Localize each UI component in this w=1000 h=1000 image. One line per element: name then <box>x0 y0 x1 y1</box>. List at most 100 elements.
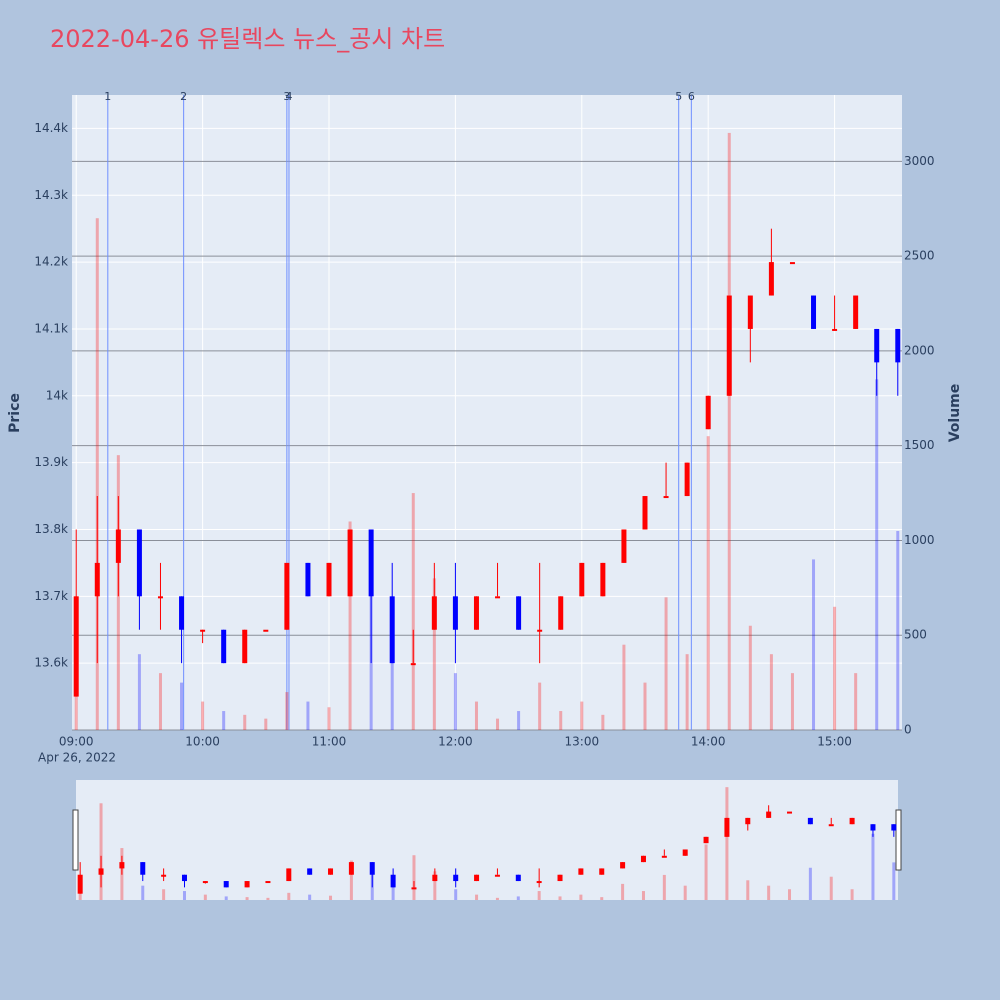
candle-body <box>431 596 437 630</box>
chart-title: 2022-04-26 유틸렉스 뉴스_공시 차트 <box>50 25 445 53</box>
volume-bar <box>285 692 289 730</box>
volume-bar <box>348 521 352 730</box>
candle-body <box>579 562 585 597</box>
volume-bar <box>141 885 145 900</box>
volume-bar <box>432 578 436 730</box>
volume-bar <box>727 132 731 730</box>
y2-axis-title: Volume <box>947 384 963 443</box>
y2-tick-label: 3000 <box>904 154 935 168</box>
x-tick-label: 15:00 <box>817 735 852 749</box>
candle-body <box>157 596 163 599</box>
y-tick-label: 14.2k <box>34 255 68 269</box>
volume-bar <box>495 897 499 900</box>
candle-body <box>263 629 269 632</box>
candle-body <box>515 874 521 882</box>
candle-body <box>536 881 542 884</box>
volume-bar <box>641 891 645 900</box>
y-tick-label: 13.9k <box>34 455 68 469</box>
candle-body <box>179 596 185 630</box>
news-label: 3 <box>283 90 290 103</box>
candle-body <box>202 881 208 884</box>
volume-bar <box>829 876 833 900</box>
volume-bar <box>748 625 752 730</box>
candle-body <box>807 817 813 825</box>
volume-bar <box>685 654 689 730</box>
date-label: Apr 26, 2022 <box>38 751 116 765</box>
candle-body <box>348 862 354 875</box>
candle-body <box>265 881 271 884</box>
volume-bar <box>558 896 562 900</box>
y-tick-label: 13.7k <box>34 589 68 603</box>
candle-body <box>221 629 227 664</box>
candle-body <box>703 836 709 844</box>
volume-bar <box>769 654 773 730</box>
candle-body <box>244 881 250 888</box>
volume-bar <box>201 701 205 730</box>
candle-body <box>326 562 332 597</box>
volume-bar <box>137 654 141 730</box>
volume-bar <box>180 682 184 730</box>
range-handle[interactable] <box>72 809 79 871</box>
candle-body <box>516 596 522 630</box>
y-tick-label: 14.4k <box>34 121 68 135</box>
volume-bar <box>308 894 312 900</box>
volume-bar <box>453 673 457 730</box>
volume-bar <box>808 867 812 900</box>
candle-body <box>640 855 646 863</box>
news-label: 5 <box>675 90 682 103</box>
candle-body <box>200 629 206 632</box>
volume-bar <box>850 889 854 900</box>
volume-bar <box>725 787 729 900</box>
news-label: 6 <box>688 90 695 103</box>
volume-bar <box>854 673 858 730</box>
volume-bar <box>790 673 794 730</box>
candle-body <box>284 562 290 630</box>
volume-bar <box>896 530 900 730</box>
x-tick-label: 14:00 <box>691 735 726 749</box>
candle-body <box>787 811 793 814</box>
volume-bar <box>474 701 478 730</box>
candle-body <box>832 328 838 331</box>
volume-bar <box>264 718 268 730</box>
volume-bar <box>391 885 395 900</box>
candle-body <box>140 862 146 875</box>
x-tick-label: 10:00 <box>185 735 220 749</box>
candle-body <box>347 529 353 597</box>
candle-body <box>745 817 751 825</box>
volume-bar <box>349 860 353 900</box>
candle-body <box>119 862 125 869</box>
volume-bar <box>871 833 875 900</box>
volume-bar <box>329 895 333 900</box>
volume-bar <box>203 894 207 900</box>
candle-body <box>724 817 730 837</box>
volume-bar <box>706 436 710 730</box>
volume-bar <box>517 711 521 730</box>
volume-bar <box>327 707 331 730</box>
plot-area <box>72 95 902 730</box>
candle-body <box>494 874 500 877</box>
candle-body <box>849 817 855 825</box>
candle-body <box>726 295 732 396</box>
candle-body <box>432 874 438 882</box>
range-slider[interactable] <box>76 780 898 900</box>
volume-bar <box>683 885 687 900</box>
candle-body <box>853 295 859 329</box>
volume-bar <box>95 218 99 730</box>
candle-body <box>768 262 774 296</box>
volume-bar <box>746 880 750 900</box>
candle-body <box>411 887 417 890</box>
candle-body <box>620 862 626 869</box>
y2-tick-label: 2500 <box>904 249 935 263</box>
x-tick-label: 11:00 <box>312 735 347 749</box>
candle-body <box>684 462 690 497</box>
volume-bar <box>390 654 394 730</box>
x-tick-label: 13:00 <box>565 735 600 749</box>
range-handle[interactable] <box>895 809 902 871</box>
volume-bar <box>662 874 666 900</box>
y-tick-label: 13.6k <box>34 656 68 670</box>
y-axis-title: Price <box>7 393 23 433</box>
candle-body <box>286 868 292 882</box>
y-tick-label: 14.1k <box>34 321 68 335</box>
volume-bar <box>412 855 416 900</box>
